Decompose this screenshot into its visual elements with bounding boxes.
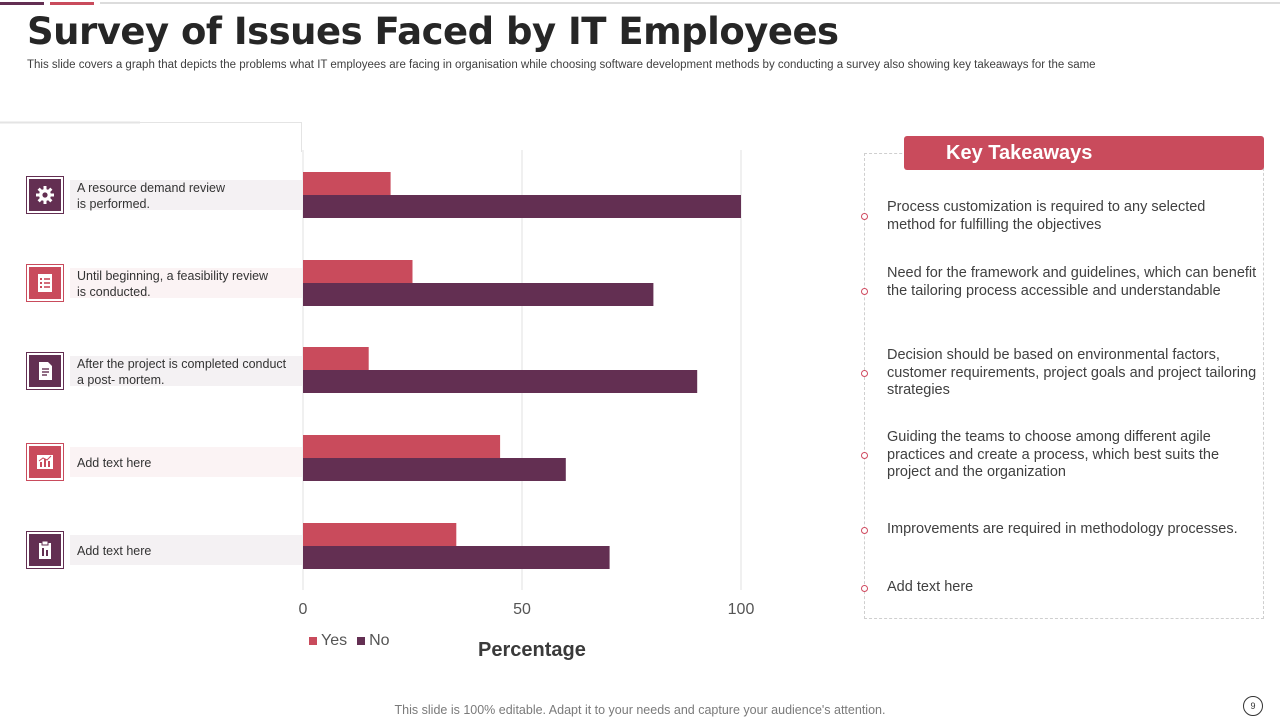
- legend-item-yes: Yes: [309, 632, 347, 650]
- top-accent-line: [100, 2, 1280, 4]
- chart-frame-top: [0, 122, 302, 123]
- bar-yes-0: [303, 172, 391, 195]
- bar-no-1: [303, 283, 654, 306]
- chart-frame-side: [301, 122, 302, 152]
- page-title: Survey of Issues Faced by IT Employees: [27, 10, 839, 53]
- category-band: [70, 180, 302, 210]
- category-icon-frame: [26, 352, 64, 390]
- category-band: [70, 356, 302, 386]
- category-row-3: Add text here: [26, 442, 302, 484]
- x-tick-label-0: 0: [299, 601, 308, 618]
- bar-yes-4: [303, 523, 457, 546]
- category-band: [70, 268, 302, 298]
- footer-note: This slide is 100% editable. Adapt it to…: [394, 703, 886, 717]
- legend-swatch-yes: [309, 637, 317, 645]
- x-axis-title: Percentage: [478, 639, 586, 661]
- legend-label-no: No: [369, 632, 390, 649]
- bar-no-3: [303, 458, 566, 481]
- bar-no-0: [303, 195, 741, 218]
- page-subtitle: This slide covers a graph that depicts t…: [27, 59, 1096, 71]
- checklist-icon: [29, 267, 61, 299]
- legend-swatch-no: [357, 637, 366, 645]
- key-takeaways-title: Key Takeaways: [946, 141, 1093, 164]
- category-label: Add text here: [77, 544, 152, 558]
- category-label: Until beginning, a feasibility review is…: [77, 269, 269, 299]
- bullet-dot-icon: [861, 370, 868, 377]
- x-tick-label-2: 100: [728, 601, 755, 618]
- category-icon-frame: [26, 176, 64, 214]
- bar-no-2: [303, 370, 698, 393]
- key-takeaway-item: Improvements are required in methodology…: [887, 521, 1238, 537]
- category-band: [70, 535, 302, 565]
- document-icon: [29, 355, 61, 387]
- category-row-1: Until beginning, a feasibility review is…: [26, 263, 302, 305]
- legend-label-yes: Yes: [321, 632, 348, 649]
- top-accent-red: [50, 2, 94, 5]
- bar-yes-2: [303, 347, 369, 370]
- category-label: Add text here: [77, 456, 152, 470]
- gear-icon: [29, 179, 61, 211]
- key-takeaway-item: Decision should be based on environmenta…: [887, 347, 1257, 398]
- top-accent-dark: [0, 2, 44, 5]
- chart-report-icon: [29, 446, 61, 478]
- category-row-4: Add text here: [26, 530, 302, 572]
- bar-yes-3: [303, 435, 501, 458]
- category-icon-frame: [26, 443, 64, 481]
- category-label: After the project is completed conduct a…: [77, 357, 287, 387]
- category-band: [70, 447, 302, 477]
- x-tick-label-1: 50: [513, 601, 531, 618]
- category-icon-frame: [26, 531, 64, 569]
- key-takeaway-item: Process customization is required to any…: [887, 199, 1206, 233]
- key-takeaway-item: Add text here: [887, 579, 974, 595]
- chart-legend: Yes No: [309, 632, 390, 650]
- key-takeaway-item: Need for the framework and guidelines, w…: [887, 265, 1257, 299]
- bar-no-4: [303, 546, 610, 569]
- key-takeaway-item: Guiding the teams to choose among differ…: [887, 429, 1220, 480]
- bullet-dot-icon: [861, 527, 868, 534]
- key-takeaways-header: Key Takeaways: [904, 136, 1264, 170]
- bar-yes-1: [303, 260, 413, 283]
- category-label: A resource demand review is performed.: [77, 181, 225, 211]
- page-number: 9: [1243, 696, 1263, 716]
- category-icon-frame: [26, 264, 64, 302]
- category-row-0: A resource demand review is performed.: [26, 175, 302, 217]
- clipboard-icon: [29, 534, 61, 566]
- legend-item-no: No: [357, 632, 390, 650]
- bullet-dot-icon: [861, 213, 868, 220]
- bullet-dot-icon: [861, 288, 868, 295]
- bullet-dot-icon: [861, 585, 868, 592]
- bullet-dot-icon: [861, 452, 868, 459]
- category-row-2: After the project is completed conduct a…: [26, 351, 302, 393]
